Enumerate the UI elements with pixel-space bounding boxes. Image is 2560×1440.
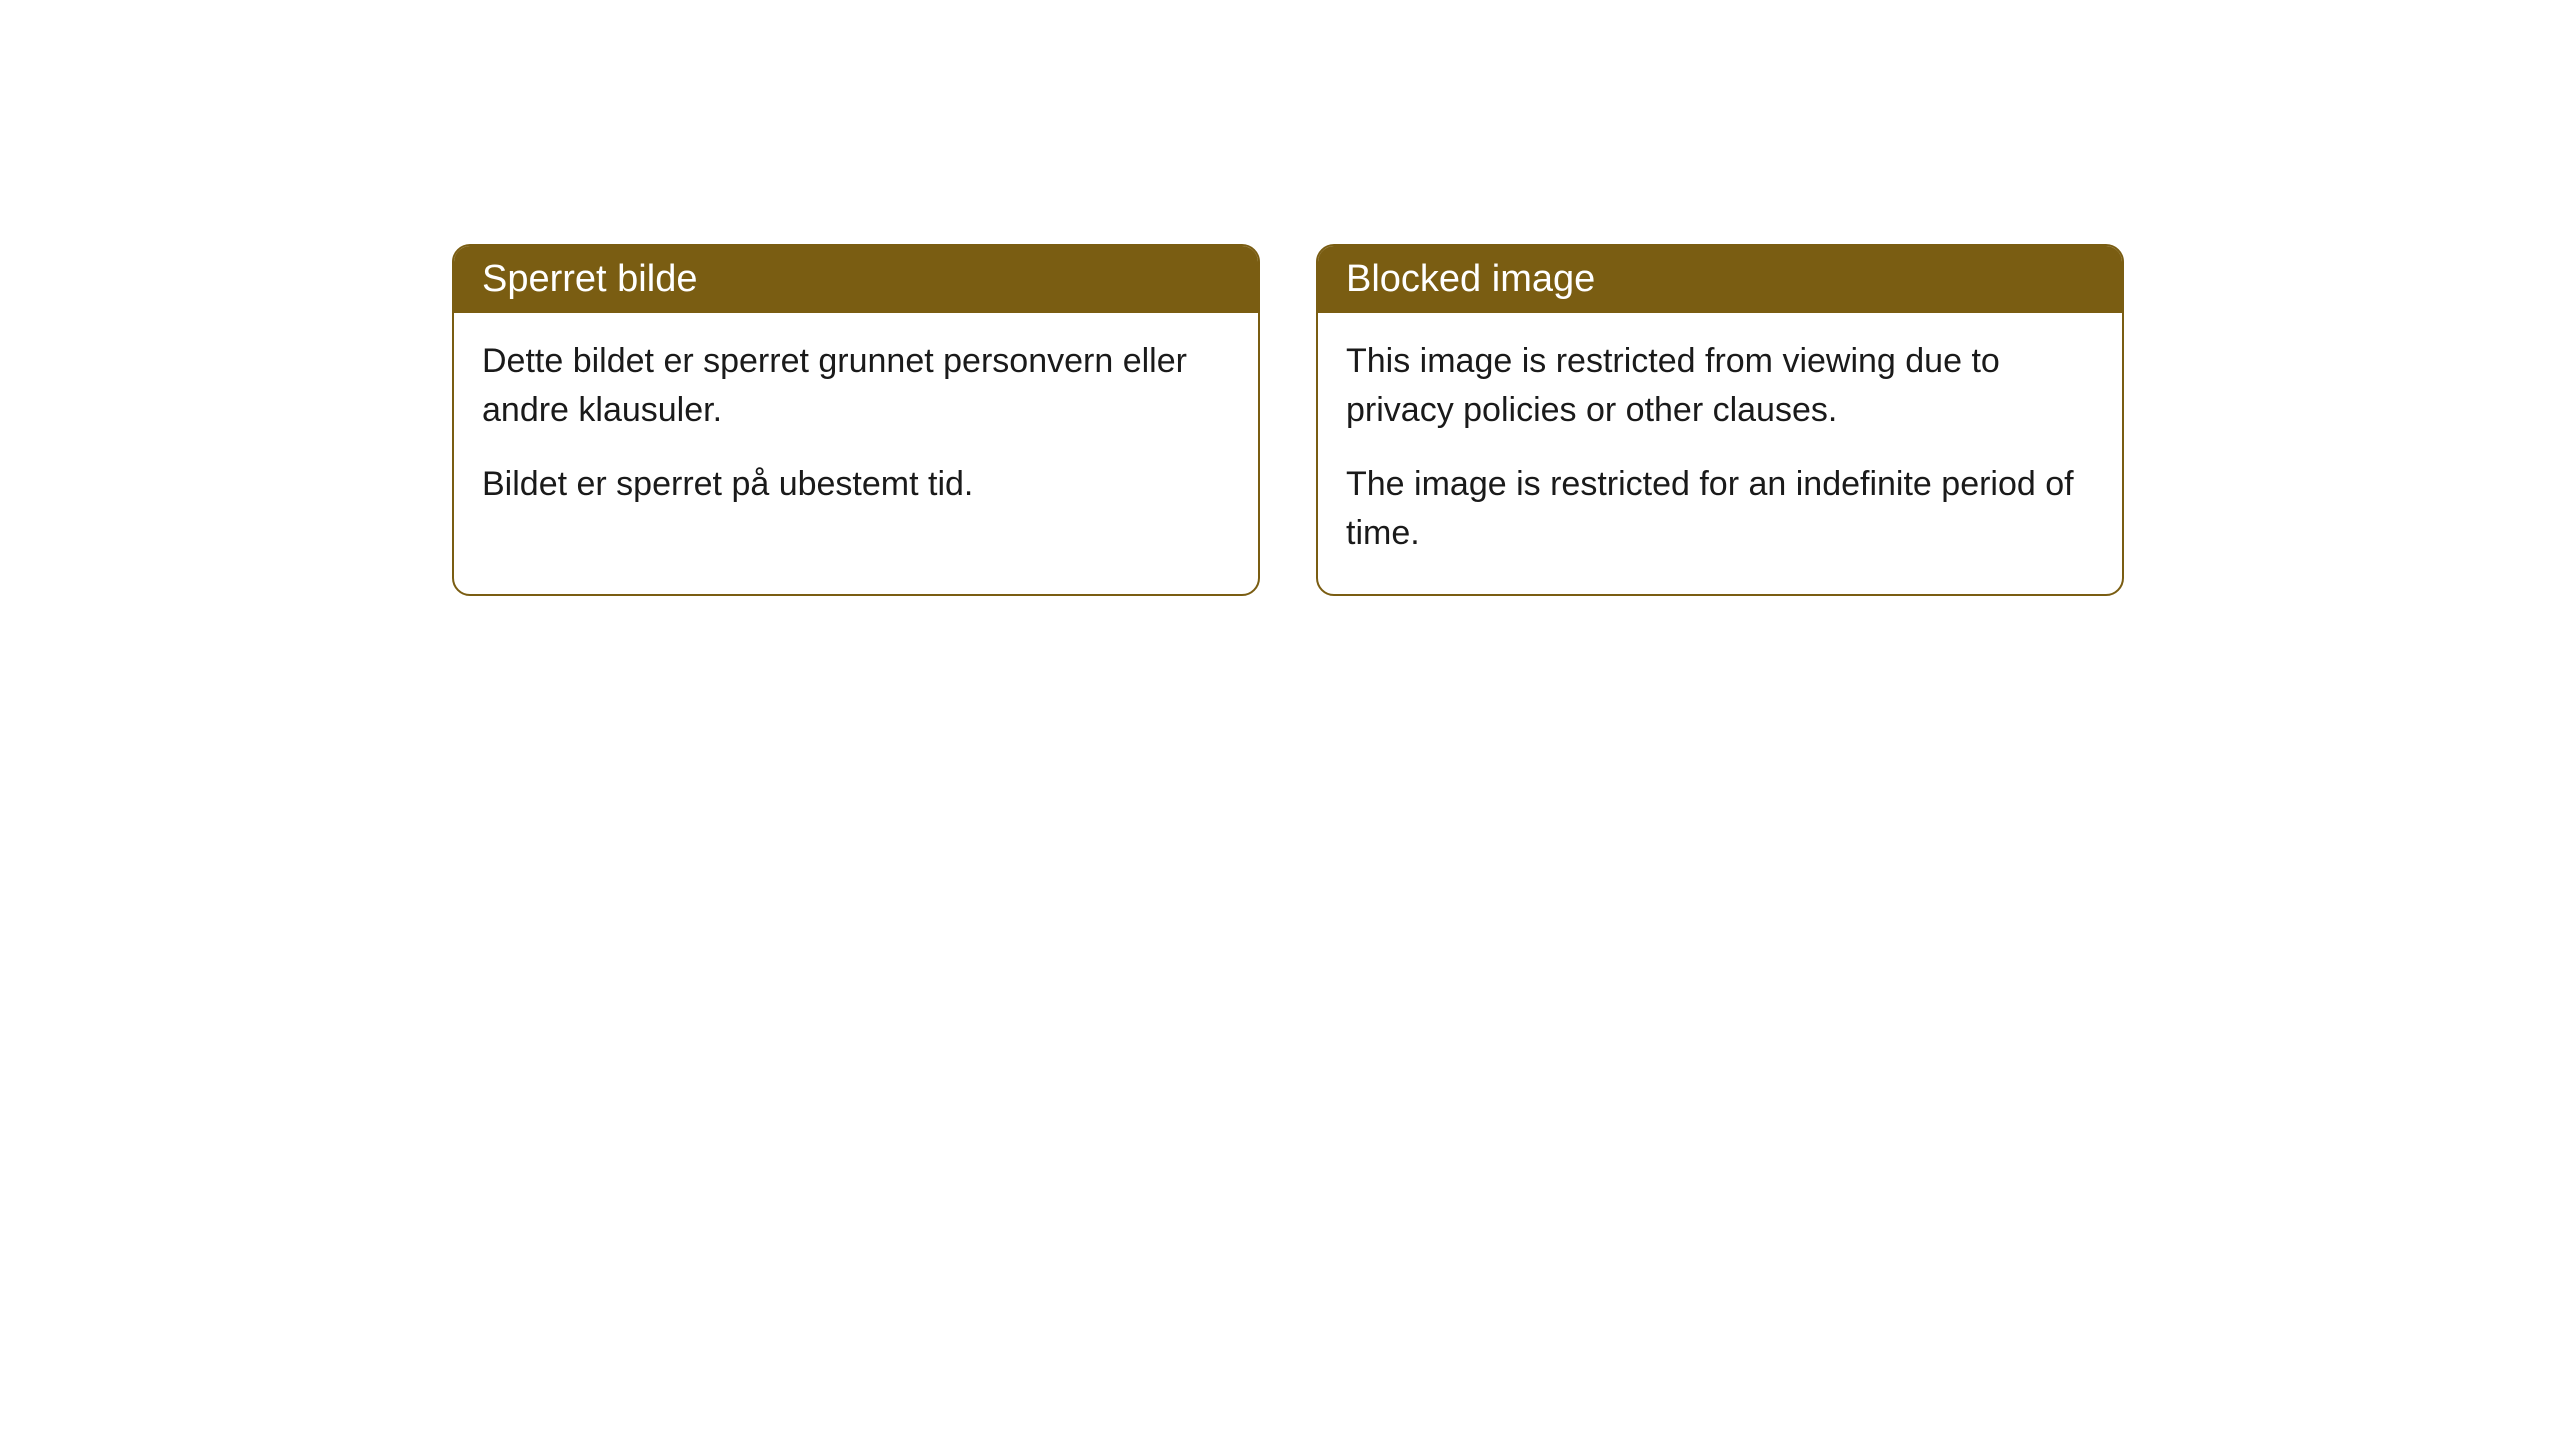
card-text-english-2: The image is restricted for an indefinit… xyxy=(1346,460,2094,559)
card-body-english: This image is restricted from viewing du… xyxy=(1318,313,2122,594)
cards-container: Sperret bilde Dette bildet er sperret gr… xyxy=(452,244,2560,596)
card-title-norwegian: Sperret bilde xyxy=(482,258,697,300)
card-header-english: Blocked image xyxy=(1318,246,2122,313)
card-text-norwegian-2: Bildet er sperret på ubestemt tid. xyxy=(482,460,1230,509)
card-header-norwegian: Sperret bilde xyxy=(454,246,1258,313)
card-text-english-1: This image is restricted from viewing du… xyxy=(1346,337,2094,436)
blocked-image-card-norwegian: Sperret bilde Dette bildet er sperret gr… xyxy=(452,244,1260,596)
card-body-norwegian: Dette bildet er sperret grunnet personve… xyxy=(454,313,1258,545)
blocked-image-card-english: Blocked image This image is restricted f… xyxy=(1316,244,2124,596)
card-text-norwegian-1: Dette bildet er sperret grunnet personve… xyxy=(482,337,1230,436)
card-title-english: Blocked image xyxy=(1346,258,1595,300)
